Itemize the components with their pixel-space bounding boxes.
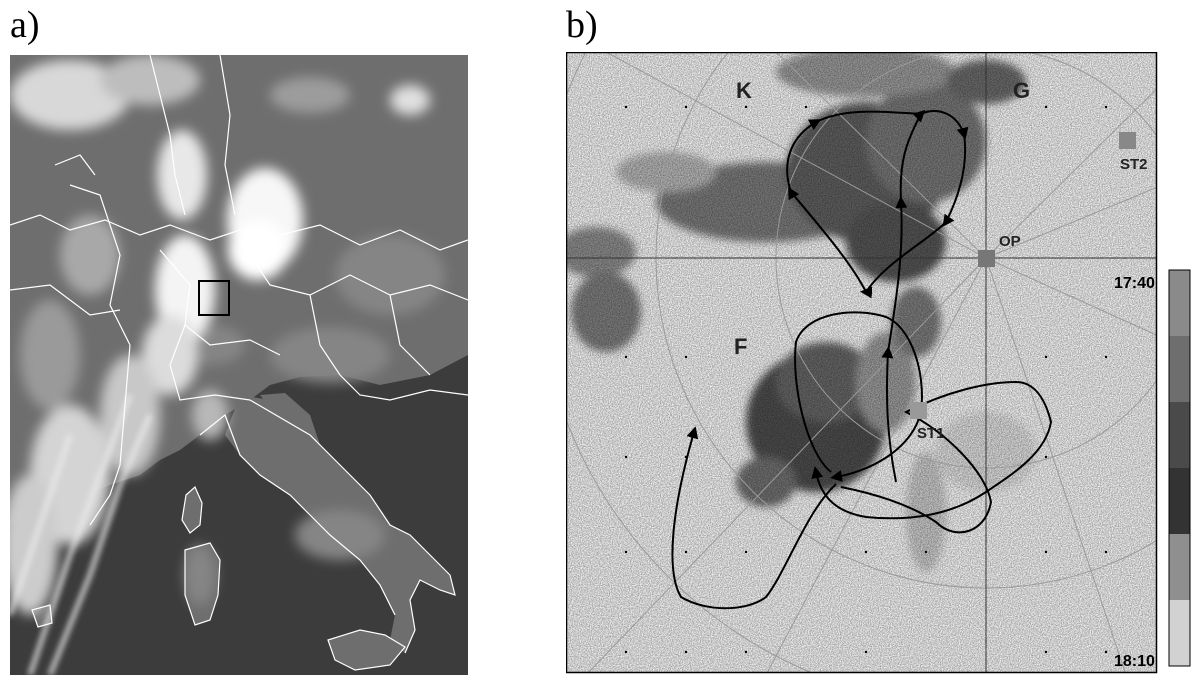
cell-label-g: G (1013, 78, 1030, 103)
cloud-cover (10, 55, 430, 615)
grid-dots (624, 105, 1108, 654)
station-op-marker (978, 250, 995, 267)
study-area-box (198, 280, 230, 316)
radar-frame (566, 52, 1158, 674)
track-loop-upper (786, 109, 969, 483)
colorbar-segment (1169, 402, 1190, 468)
panel-a-label: a) (10, 4, 40, 46)
cell-label-k: K (736, 78, 752, 103)
colorbar-segment (1169, 336, 1190, 402)
station-op-label: OP (999, 233, 1021, 250)
satellite-image (10, 55, 468, 675)
time-colorbar (1168, 269, 1191, 667)
colorbar-segment (1169, 534, 1190, 600)
station-st1-label: ST1 (917, 425, 945, 442)
station-st1-marker (910, 402, 927, 419)
colorbar-segment (1169, 600, 1190, 666)
country-borders (10, 55, 468, 671)
storm-tracks (671, 109, 1053, 610)
track-loop-center (794, 311, 923, 482)
station-st2-marker (1119, 132, 1136, 149)
colorbar-bottom-label: 18:10 (1114, 653, 1155, 670)
panel-b-label: b) (566, 4, 598, 46)
colorbar-frame (1168, 269, 1191, 667)
track-loop-right (811, 380, 1053, 534)
station-st2-label: ST2 (1120, 156, 1148, 173)
radar-speckle (566, 52, 1157, 673)
colorbar-top-label: 17:40 (1114, 275, 1155, 292)
cell-label-f: F (734, 334, 747, 359)
track-loop-lower (671, 426, 837, 610)
radar-image: K G F ST2 OP ST1 17:40 18:10 (566, 52, 1194, 675)
cloud-streaks (10, 394, 153, 675)
colorbar-segment (1169, 468, 1190, 534)
colorbar-segment (1169, 270, 1190, 336)
